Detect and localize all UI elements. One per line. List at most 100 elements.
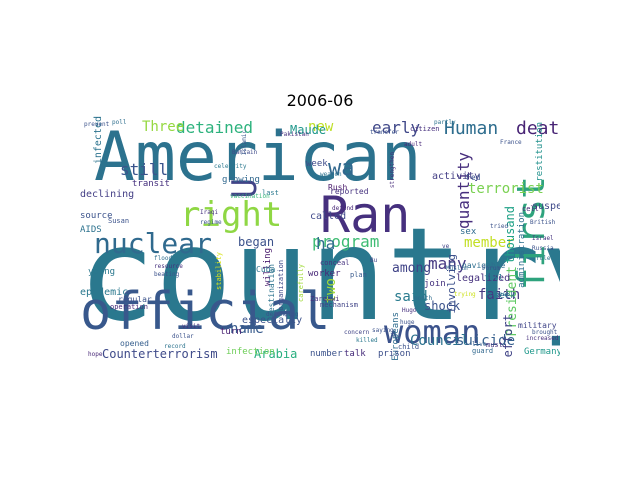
cloud-word: conceal [320,259,350,267]
cloud-word: Muslim [446,265,468,272]
cloud-word: new [308,119,334,135]
cloud-word: fell [484,273,504,282]
cloud-word: partly [434,119,456,126]
cloud-word: Susan [108,217,130,225]
cloud-word: legalized [456,273,511,284]
cloud-word: prison [378,349,411,359]
cloud-word: Iraqi [200,209,219,216]
cloud-word: declining [80,189,135,200]
cloud-word: Rush [328,183,348,192]
cloud-word: transfer [370,129,399,136]
cloud-word: restitution [535,122,545,182]
cloud-word: still [120,160,169,179]
cloud-word: trying [454,291,476,298]
cloud-word: name [230,321,264,337]
cloud-word: number [310,349,343,359]
cloud-word: Human [444,118,499,139]
cloud-word: defend [332,205,354,212]
cloud-word: turn [220,327,242,337]
cloud-word: suicide [456,333,516,349]
cloud-word: last [262,189,279,197]
cloud-word: terrorist [468,181,544,197]
cloud-word: early [372,118,421,137]
cloud-word: must [486,341,503,349]
cloud-word: source [80,211,113,221]
cloud-word: Hugo [402,307,417,314]
cloud-word: suspend [532,201,560,212]
cloud-word: British [530,219,556,226]
cloud-word: Cuba [256,265,276,274]
cloud-word: Russia [532,245,554,252]
cloud-word: among [392,261,432,276]
cloud-word: military [518,321,557,330]
cloud-word: global [488,291,510,298]
cloud-word: guard [472,347,494,355]
cloud-word: concern [344,329,370,336]
cloud-word: said [394,289,428,305]
cloud-word: Pakistan [280,131,309,138]
cloud-word: Maude [290,123,327,137]
cloud-word: join [424,279,446,289]
cloud-word: growing [222,175,260,185]
cloud-word: countryS [80,201,560,350]
cloud-word: defending [266,311,299,318]
cloud-word: ve [442,243,450,250]
cloud-word: celebrity [214,163,247,170]
cloud-word: stability [215,252,223,290]
cloud-word: Bu [370,257,378,264]
cloud-word: administration [517,212,527,288]
cloud-word: regular [118,295,152,304]
cloud-word: prevent [84,121,110,128]
cloud-word: American [94,118,422,197]
cloud-word: plan [350,271,367,279]
cloud-word: epidemic [80,287,129,298]
cloud-word: Israel [532,235,554,242]
cloud-word: strengthen [389,152,396,189]
cloud-word: member [464,235,515,251]
cloud-word: adult [404,141,423,148]
cloud-word: official [80,282,331,342]
cloud-word: AIDS [80,225,102,235]
cloud-word: began [238,235,275,249]
cloud-word: vaccination [230,193,270,200]
cloud-word: poll [112,119,127,126]
cloud-word: Three [142,119,185,135]
cloud-word: hope [88,351,103,358]
cloud-word: Fed [466,173,481,182]
cloud-word: transit [132,179,170,189]
cloud-word: Ran [320,186,411,244]
cloud-word: ha [316,234,336,253]
cloud-word: wa [328,156,355,181]
cloud-word: opened [120,339,149,348]
cloud-word: live [472,341,487,348]
cloud-word: tried [490,223,509,230]
cloud-word: visit [182,323,201,330]
cloud-word: right [180,195,283,235]
cloud-word: child [398,343,420,351]
cloud-word: nuclear [94,227,213,260]
cloud-word: Counterterrorism [102,347,218,361]
plot-title: 2006-06 [286,91,354,110]
cloud-word: beating [154,271,180,278]
cloud-word: reported [330,187,369,196]
cloud-word: infection [226,347,275,357]
cloud-word: flood [154,255,173,262]
cloud-word: navigable [462,261,506,270]
cloud-word: shock [424,299,461,313]
cloud-word: weapon [320,171,342,178]
cloud-word: organization [277,260,285,311]
cloud-word: Bahrain [232,149,258,156]
cloud-word: week [306,159,328,169]
cloud-word: citizen [410,125,440,133]
cloud-word: cell [522,205,539,213]
cloud-word: sex [460,227,477,237]
cloud-word: resource [154,263,183,270]
cloud-word: killed [356,337,378,344]
cloud-word: Germany [524,347,560,357]
cloud-word: brought [532,329,558,336]
cloud-word: seek [494,291,516,301]
cloud-word: activity [432,171,481,182]
cloud-word: increased [526,335,559,342]
cloud-word: time effort [501,314,515,364]
